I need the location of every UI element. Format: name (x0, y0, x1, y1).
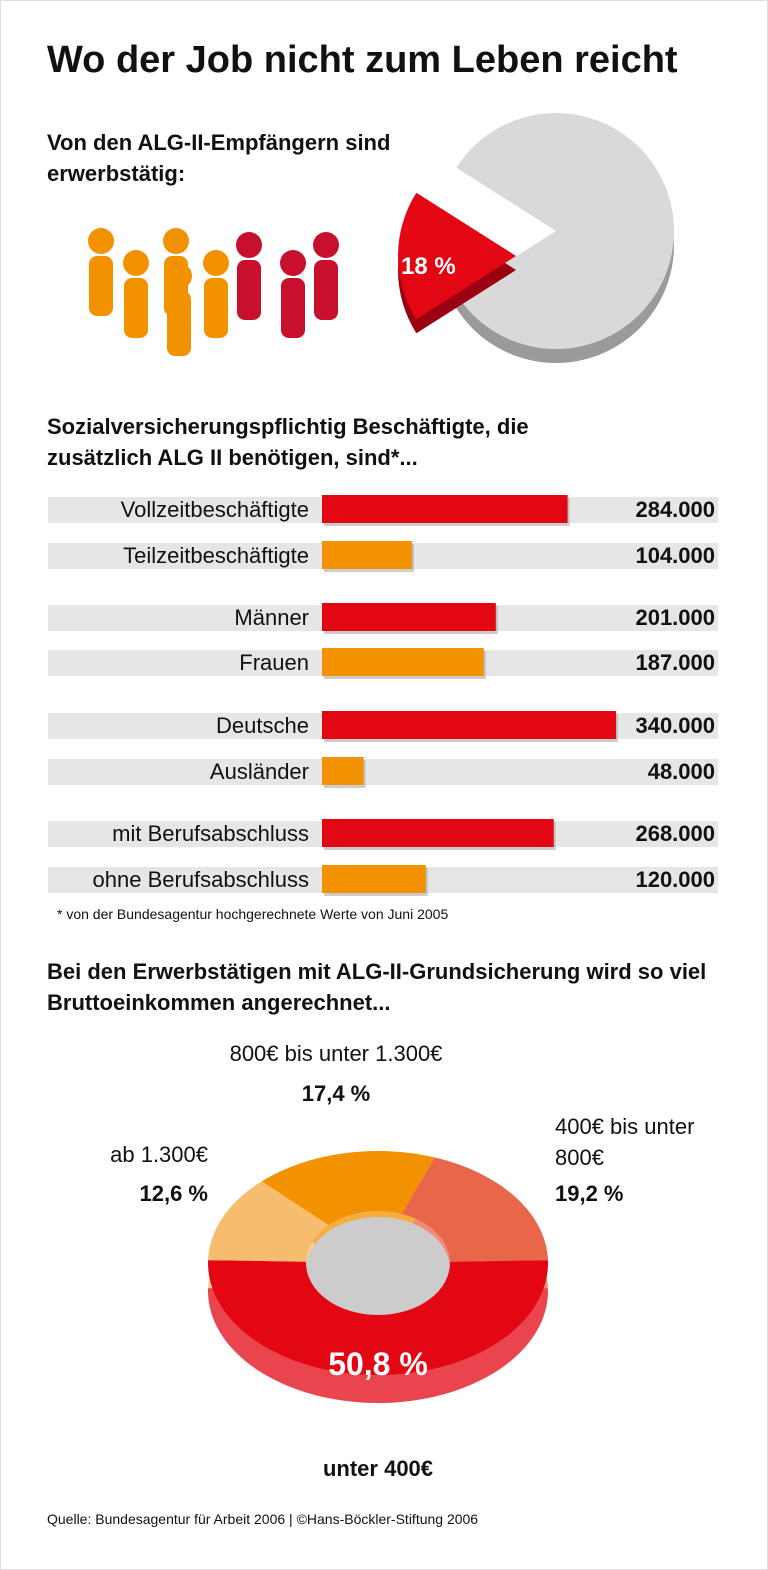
bar (322, 541, 412, 569)
bar (322, 603, 496, 631)
chart-title: Von den ALG-II-Empfängern sind erwerbstä… (47, 130, 391, 186)
category-label: Ausländer (209, 759, 309, 784)
bar (322, 757, 364, 785)
title: Wo der Job nicht zum Leben reicht (47, 39, 678, 81)
category-label: ohne Berufsabschluss (92, 867, 309, 892)
donut-hole-shadow (306, 1217, 450, 1321)
row-band (48, 759, 718, 785)
bar (322, 865, 426, 893)
people-icons (88, 228, 339, 356)
donut-slice (261, 1151, 435, 1226)
category-label: ab 1.300€ (110, 1142, 208, 1167)
chart-title: Bei den Erwerbstätigen mit ALG-II-Grunds… (47, 959, 707, 1015)
value-label: 48.000 (647, 759, 715, 784)
chart-title: Sozialversicherungspflichtig Beschäftigt… (47, 414, 529, 470)
bar (322, 648, 484, 676)
category-label: Vollzeitbeschäftigte (120, 497, 309, 522)
value-label: 50,8 % (328, 1346, 428, 1382)
source: Quelle: Bundesagentur für Arbeit 2006 | … (47, 1511, 479, 1527)
value-label: 104.000 (635, 543, 715, 568)
value-label: 17,4 % (301, 1081, 371, 1106)
category-label: Teilzeitbeschäftigte (123, 543, 309, 568)
bar (322, 819, 554, 847)
value-label: 284.000 (635, 497, 715, 522)
value-label: 268.000 (635, 821, 715, 846)
bar (322, 495, 568, 523)
value-label: 12,6 % (139, 1181, 209, 1206)
donut-slice (401, 1157, 548, 1262)
donut-slice (208, 1181, 329, 1262)
footnote: * von der Bundesagentur hochgerechnete W… (57, 906, 449, 922)
value-label: 187.000 (635, 650, 715, 675)
category-label: Männer (234, 605, 309, 630)
donut-slice (208, 1260, 548, 1375)
value-label: 120.000 (635, 867, 715, 892)
pie-slice (398, 192, 516, 320)
value-label: 19,2 % (555, 1181, 624, 1206)
category-label: 800€ bis unter 1.300€ (229, 1041, 443, 1066)
category-label: mit Berufsabschluss (112, 821, 309, 846)
category-label: unter 400€ (322, 1456, 434, 1481)
category-label: Frauen (239, 650, 309, 675)
value-label: 18 % (401, 253, 456, 280)
value-label: 201.000 (635, 605, 715, 630)
category-label: 400€ bis unter 800€ (555, 1114, 695, 1170)
category-label: Deutsche (216, 713, 309, 738)
value-label: 340.000 (635, 713, 715, 738)
bar (322, 711, 616, 739)
